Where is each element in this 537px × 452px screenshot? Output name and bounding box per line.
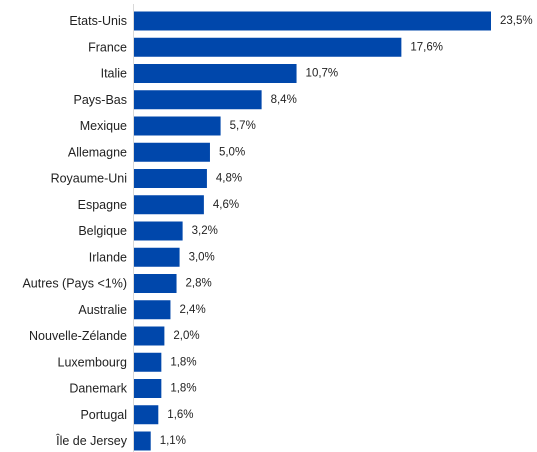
category-label: Pays-Bas [74,93,128,107]
value-label: 4,6% [213,199,239,211]
bar [134,195,204,215]
value-label: 10,7% [306,68,339,80]
category-label: Espagne [78,198,127,212]
bar [134,300,171,320]
bar [134,352,162,372]
bar [134,221,183,241]
category-label: Île de Jersey [55,433,128,448]
value-label: 4,8% [216,173,242,185]
value-label: 1,1% [160,435,186,447]
category-label: Portugal [80,408,127,422]
value-label: 2,0% [173,330,199,342]
value-label: 1,8% [170,383,196,395]
bar [134,326,165,346]
value-labels-group: 23,5% 17,6% 10,7% 8,4% 5,7% 5,0% 4,8% 4,6% 3,2% 3… [160,15,533,447]
value-label: 3,0% [189,251,215,263]
category-label: Australie [78,303,127,317]
category-label: Etats-Unis [69,14,127,28]
value-label: 1,6% [167,409,193,421]
category-label: Irlande [89,250,127,264]
bar [134,64,297,83]
bar [134,11,491,31]
value-label: 5,7% [230,120,256,132]
category-label: Luxembourg [58,355,128,369]
bar [134,274,177,293]
category-label: Italie [101,67,127,81]
bar [134,90,262,110]
bar [134,169,207,188]
value-label: 1,8% [170,356,196,368]
value-label: 17,6% [410,41,443,53]
category-label: Nouvelle-Zélande [29,329,127,343]
value-label: 3,2% [192,225,218,237]
category-labels-group: Etats-Unis France Italie Pays-Bas Mexique All… [22,14,127,448]
value-label: 8,4% [271,94,297,106]
category-label: Belgique [78,224,127,238]
category-label: France [88,40,127,54]
bar [134,379,162,398]
bar [134,37,402,57]
bar [134,116,221,136]
value-label: 23,5% [500,15,533,27]
category-label: Allemagne [68,145,127,159]
bar [134,431,151,451]
bar [134,247,180,267]
bar [134,405,159,425]
category-label: Mexique [80,119,127,133]
category-label: Autres (Pays <1%) [22,277,127,291]
value-label: 2,4% [179,304,205,316]
category-label: Danemark [69,382,127,396]
value-label: 5,0% [219,146,245,158]
value-label: 2,8% [186,278,212,290]
bar [134,142,210,162]
category-label: Royaume-Uni [51,172,127,186]
bars-group [134,11,491,451]
